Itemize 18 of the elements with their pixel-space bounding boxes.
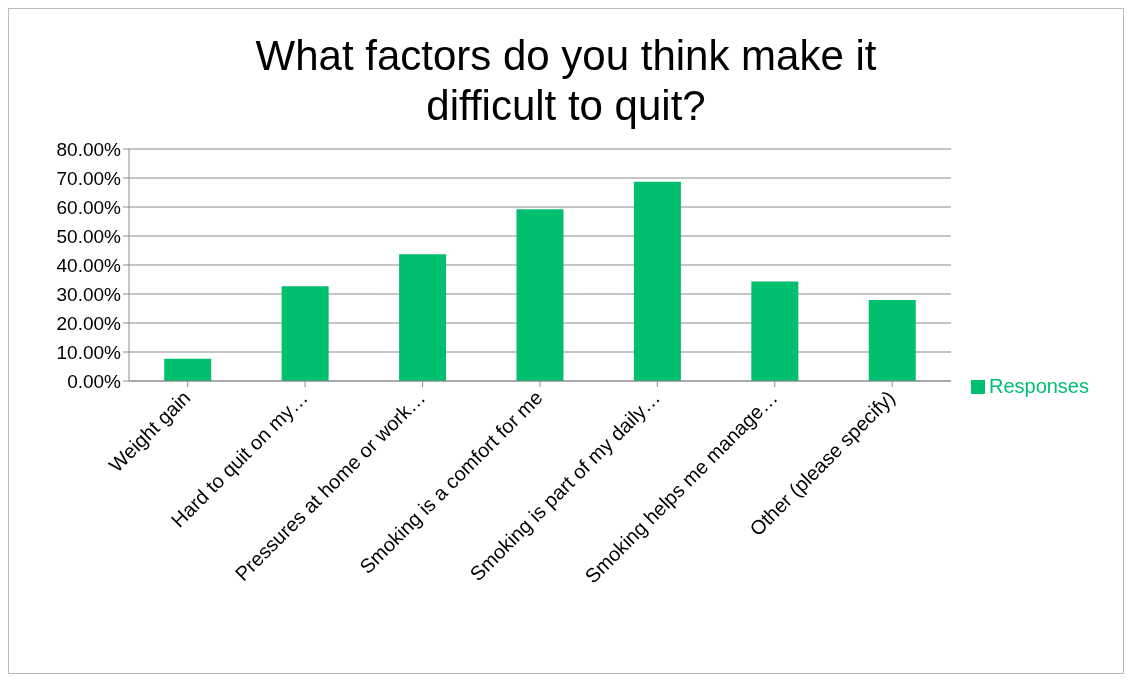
y-tick-label: 80.00% [56, 138, 122, 160]
y-tick-label: 0.00% [67, 370, 122, 392]
bar [633, 181, 681, 381]
bar [516, 209, 564, 381]
legend-label: Responses [988, 374, 1089, 397]
y-tick-label: 10.00% [56, 341, 122, 363]
y-tick-label: 40.00% [56, 254, 122, 276]
bar [164, 358, 212, 381]
y-tick-label: 30.00% [56, 283, 122, 305]
y-tick-label: 70.00% [56, 167, 122, 189]
bar [399, 254, 447, 381]
bar [281, 286, 329, 381]
bar [868, 300, 916, 381]
chart-title: What factors do you think make it difficult to quit? [254, 31, 878, 131]
y-tick-label: 60.00% [56, 196, 122, 218]
y-tick-label: 20.00% [56, 312, 122, 334]
y-tick-label: 50.00% [56, 225, 122, 247]
bar [751, 281, 799, 381]
